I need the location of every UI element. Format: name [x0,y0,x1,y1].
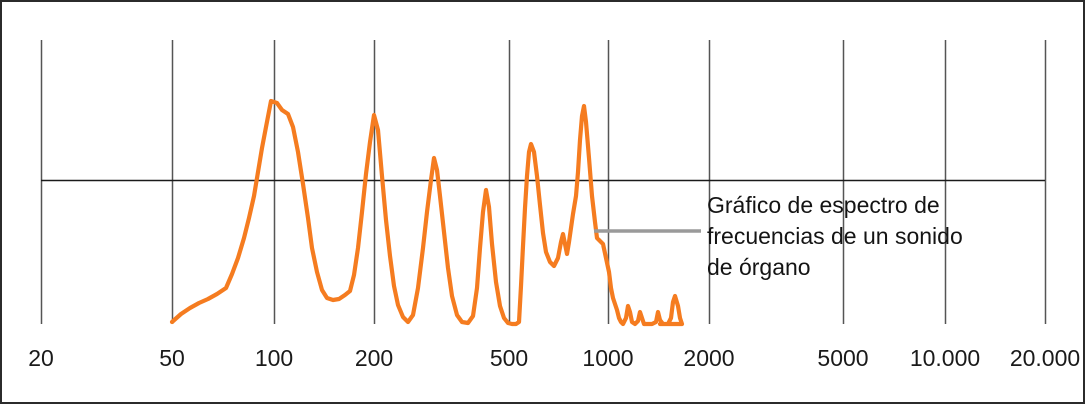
x-tick-label-20000: 20.000 [1009,345,1081,371]
x-tick-label-500: 500 [489,345,529,371]
annotation-line-3: de órgano [707,254,811,280]
annotation-line-2: frecuencias de un sonido [707,223,963,249]
x-tick-label-2000: 2000 [683,345,735,371]
spectrum-curve [169,98,685,327]
x-tick-label-50: 50 [159,345,185,371]
x-tick-label-200: 200 [354,345,394,371]
x-tick-label-5000: 5000 [817,345,869,371]
x-tick-label-100: 100 [254,345,294,371]
x-tick-label-10000: 10.000 [909,345,981,371]
x-tick-label-1000: 1000 [582,345,634,371]
annotation-line-1: Gráfico de espectro de [707,192,940,218]
x-tick-label-20: 20 [28,345,54,371]
gridlines [40,40,1047,324]
annotation-caption: Gráfico de espectro de frecuencias de un … [707,190,1047,283]
